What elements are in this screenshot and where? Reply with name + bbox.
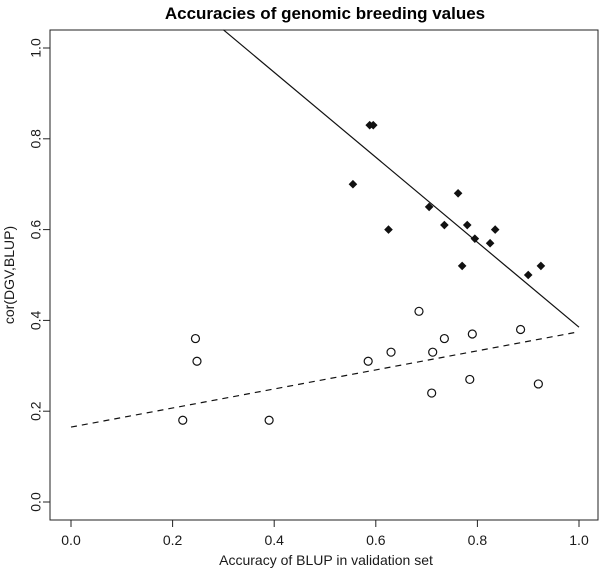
x-tick-label: 0.4: [264, 532, 284, 548]
y-tick-label: 0.8: [28, 129, 44, 149]
x-tick-label: 0.8: [468, 532, 488, 548]
open-circle-point: [427, 388, 437, 398]
fit-lines: [70, 29, 580, 428]
y-tick-label: 1.0: [28, 38, 44, 58]
open-circle-point: [386, 347, 396, 357]
open-circle-point: [428, 347, 438, 357]
y-tick-label: 0.6: [28, 220, 44, 240]
y-axis-label: cor(DGV,BLUP): [1, 226, 17, 324]
dashed-trend-line: [70, 331, 580, 428]
x-axis-label: Accuracy of BLUP in validation set: [219, 552, 433, 568]
filled-diamond-point: [470, 234, 480, 243]
x-tick-label: 0.0: [61, 532, 81, 548]
x-tick-label: 0.6: [366, 532, 386, 548]
filled-diamond-point: [523, 270, 533, 280]
filled-diamond-point: [536, 261, 546, 271]
filled-diamond-point: [424, 202, 434, 212]
open-circle-point: [414, 306, 424, 316]
filled-diamond-point: [348, 179, 358, 189]
y-tick-label: 0.2: [28, 401, 44, 421]
filled-diamond-point: [485, 238, 495, 248]
filled-diamond-point: [440, 220, 449, 230]
open-circle-point: [264, 415, 274, 425]
open-circle-point: [467, 329, 477, 339]
filled-diamond-point: [462, 220, 472, 230]
y-axis: 0.0 0.2 0.4 0.6 0.8 1.0: [28, 38, 51, 512]
open-circle-point: [515, 324, 526, 335]
filled-diamond-point: [457, 261, 467, 271]
open-circle-point: [465, 374, 475, 385]
filled-diamond-point: [490, 225, 500, 234]
open-circle-point: [192, 356, 202, 366]
points-layer: [178, 120, 546, 425]
filled-diamond-point: [384, 225, 393, 234]
x-tick-label: 1.0: [569, 532, 589, 548]
filled-diamond-point: [368, 120, 378, 130]
y-tick-label: 0.4: [28, 310, 44, 330]
open-circle-point: [363, 356, 373, 366]
x-axis: 0.0 0.2 0.4 0.6 0.8 1.0: [61, 519, 589, 548]
x-tick-label: 0.2: [163, 532, 183, 548]
y-tick-label: 0.0: [28, 492, 44, 512]
open-circle-point: [178, 415, 188, 425]
solid-trend-line: [223, 29, 580, 328]
filled-diamond-point: [453, 188, 463, 198]
open-circle-point: [190, 333, 201, 344]
chart-title: Accuracies of genomic breeding values: [165, 4, 485, 23]
open-circle-point: [533, 379, 543, 389]
open-circle-point: [439, 333, 449, 344]
